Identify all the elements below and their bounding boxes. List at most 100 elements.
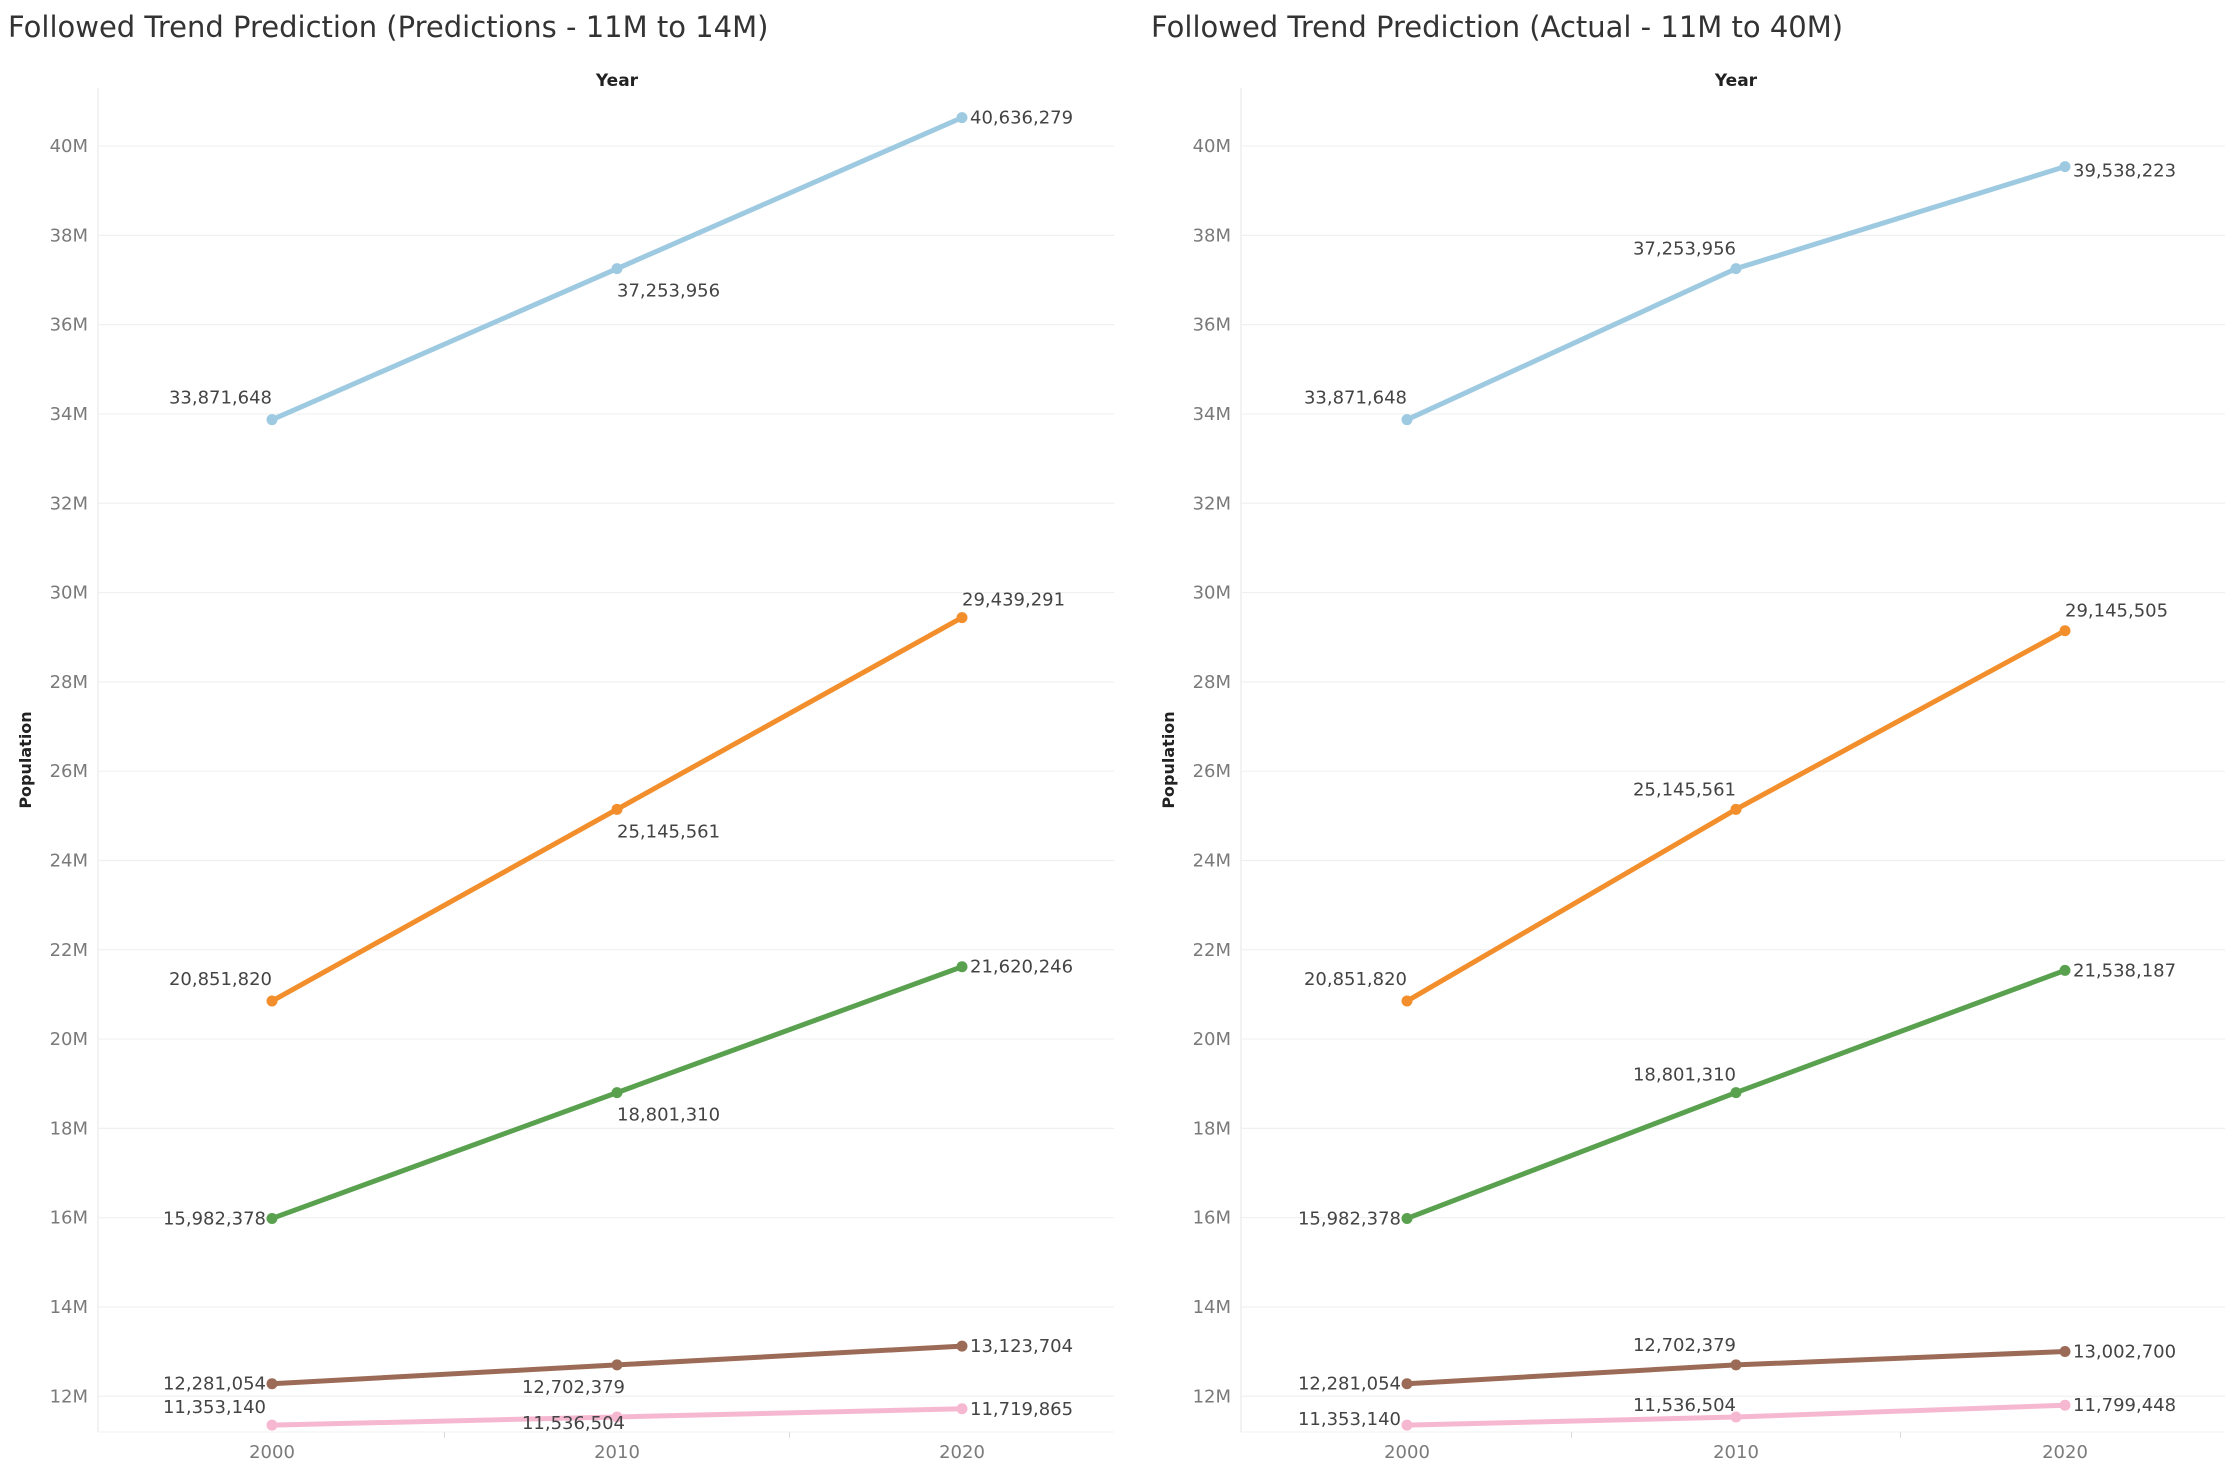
y-axis-title: Population (1159, 711, 1178, 808)
y-tick-label: 26M (1193, 761, 1231, 782)
data-label: 25,145,561 (1633, 779, 1736, 800)
data-label: 12,702,379 (522, 1377, 625, 1398)
y-tick-label: 12M (50, 1386, 88, 1407)
chart-title: Followed Trend Prediction (Actual - 11M … (1151, 10, 1844, 44)
data-point (2059, 1399, 2071, 1411)
y-tick-label: 34M (50, 404, 88, 425)
y-tick-label: 16M (1193, 1208, 1231, 1229)
data-point (1730, 803, 1742, 815)
x-tick-label: 2000 (249, 1442, 295, 1463)
y-tick-label: 36M (1193, 315, 1231, 336)
y-tick-label: 16M (50, 1208, 88, 1229)
y-tick-label: 40M (50, 136, 88, 157)
y-tick-label: 14M (1193, 1297, 1231, 1318)
data-point (1401, 1378, 1413, 1390)
x-tick-label: 2000 (1384, 1442, 1430, 1463)
data-label: 12,281,054 (1298, 1374, 1401, 1395)
data-label: 39,538,223 (2073, 161, 2176, 182)
data-label: 11,719,865 (970, 1399, 1073, 1420)
y-tick-label: 36M (50, 315, 88, 336)
data-point (1730, 1087, 1742, 1099)
data-point (611, 803, 623, 815)
data-point (266, 995, 278, 1007)
data-point (266, 414, 278, 426)
y-tick-label: 22M (50, 940, 88, 961)
data-point (1401, 995, 1413, 1007)
y-tick-label: 40M (1193, 136, 1231, 157)
y-tick-label: 12M (1193, 1386, 1231, 1407)
data-point (956, 612, 968, 624)
data-point (1730, 263, 1742, 275)
data-point (956, 961, 968, 973)
data-label: 11,353,140 (163, 1397, 266, 1418)
data-label: 33,871,648 (169, 388, 272, 409)
data-point (266, 1378, 278, 1390)
x-tick-label: 2010 (594, 1442, 640, 1463)
data-point (611, 1359, 623, 1371)
y-tick-label: 18M (1193, 1118, 1231, 1139)
data-point (266, 1419, 278, 1431)
line-chart-actual: 12M 14M 16M 18M 20M 22M 24M 26M 28M 30M 32M 34M 36M 3… (1159, 71, 2225, 1463)
y-tick-label: 38M (50, 225, 88, 246)
data-label: 11,799,448 (2073, 1395, 2176, 1416)
data-point (1730, 1359, 1742, 1371)
data-point (1401, 1212, 1413, 1224)
data-label: 25,145,561 (617, 821, 720, 842)
chart-panel-predictions: Followed Trend Prediction (Predictions -… (0, 0, 1114, 1476)
y-tick-label: 24M (50, 850, 88, 871)
y-tick-label: 22M (1193, 940, 1231, 961)
data-point (2059, 1346, 2071, 1358)
data-label: 37,253,956 (1633, 239, 1736, 260)
y-tick-label: 14M (50, 1297, 88, 1318)
data-label: 20,851,820 (1304, 969, 1407, 990)
data-label: 21,538,187 (2073, 960, 2176, 981)
series-line (1404, 628, 2068, 1004)
y-tick-label: 28M (50, 672, 88, 693)
data-point (2059, 161, 2071, 173)
data-point (266, 1212, 278, 1224)
data-label: 18,801,310 (1633, 1065, 1736, 1086)
y-tick-label: 32M (1193, 493, 1231, 514)
data-label: 15,982,378 (163, 1208, 266, 1229)
data-point (2059, 964, 2071, 976)
data-label: 15,982,378 (1298, 1208, 1401, 1229)
y-tick-label: 30M (50, 583, 88, 604)
data-point (2059, 625, 2071, 637)
data-label: 21,620,246 (970, 957, 1073, 978)
data-label: 29,145,505 (2065, 601, 2168, 622)
data-point (1401, 414, 1413, 426)
data-label: 11,353,140 (1298, 1409, 1401, 1430)
data-point (1730, 1411, 1742, 1423)
y-tick-label: 20M (1193, 1029, 1231, 1050)
y-tick-label: 28M (1193, 672, 1231, 693)
x-axis-title: Year (595, 71, 639, 91)
data-label: 33,871,648 (1304, 388, 1407, 409)
data-label: 29,439,291 (962, 590, 1065, 611)
data-point (956, 1403, 968, 1415)
y-tick-label: 18M (50, 1118, 88, 1139)
data-label: 13,002,700 (2073, 1342, 2176, 1363)
y-tick-label: 38M (1193, 225, 1231, 246)
data-label: 13,123,704 (970, 1336, 1073, 1357)
data-point (611, 263, 623, 275)
x-tick-label: 2020 (939, 1442, 985, 1463)
y-tick-label: 20M (50, 1029, 88, 1050)
data-label: 12,702,379 (1633, 1335, 1736, 1356)
chart-title: Followed Trend Prediction (Predictions -… (8, 10, 769, 44)
panel-divider (1128, 0, 1129, 1476)
data-point (611, 1087, 623, 1099)
data-point (956, 112, 968, 124)
data-label: 40,636,279 (970, 108, 1073, 129)
y-tick-label: 30M (1193, 583, 1231, 604)
data-label: 37,253,956 (617, 281, 720, 302)
chart-panel-actual: Followed Trend Prediction (Actual - 11M … (1143, 0, 2229, 1476)
y-tick-label: 24M (1193, 850, 1231, 871)
y-axis-title: Population (16, 711, 35, 808)
series-line (1404, 164, 2068, 423)
data-label: 12,281,054 (163, 1374, 266, 1395)
line-chart-predictions: 12M 14M 16M 18M 20M 22M 24M 26M 28M 30M 32M 34M 36M 3… (16, 71, 1114, 1463)
y-tick-label: 26M (50, 761, 88, 782)
x-tick-label: 2010 (1713, 1442, 1759, 1463)
x-axis-title: Year (1714, 71, 1758, 91)
data-point (611, 1411, 623, 1423)
